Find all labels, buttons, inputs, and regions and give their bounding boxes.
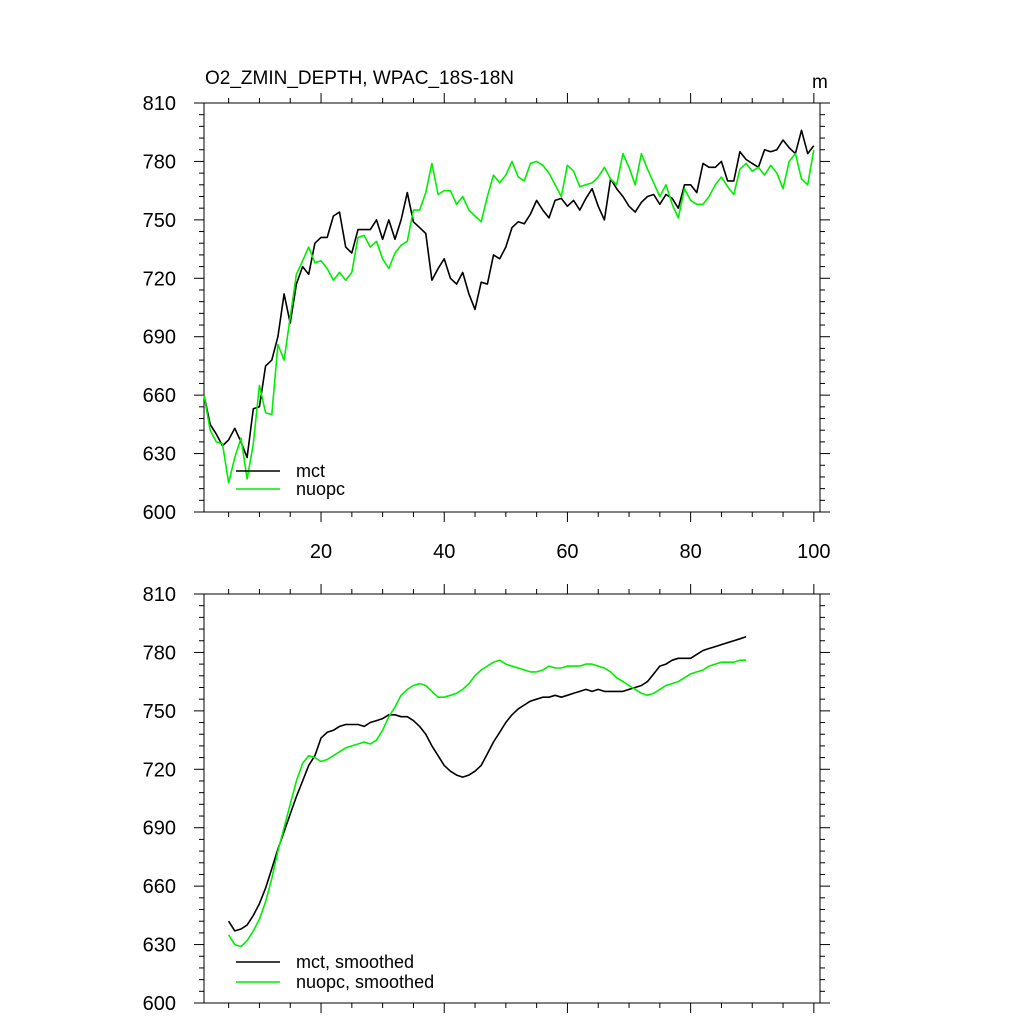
y-tick-label: 780 [143, 151, 176, 173]
y-tick-label: 660 [143, 385, 176, 407]
y-tick-label: 690 [143, 327, 176, 349]
legend-label: nuopc, smoothed [296, 972, 434, 992]
x-tick-label: 40 [433, 541, 455, 563]
y-tick-label: 630 [143, 935, 176, 957]
y-tick-label: 690 [143, 818, 176, 840]
series-line-nuopc [227, 659, 747, 948]
y-tick-label: 720 [143, 268, 176, 290]
units-label: m [812, 72, 828, 93]
legend-label: nuopc [296, 479, 345, 499]
top-panel: O2_ZMIN_DEPTH, WPAC_18S-18N m 600 630 660 6… [143, 68, 831, 563]
x-tick-label: 60 [556, 541, 578, 563]
y-tick-label: 810 [143, 93, 176, 115]
y-tick-label: 720 [143, 759, 176, 781]
y-tick-label: 600 [143, 502, 176, 524]
legend-label: mct, smoothed [296, 952, 414, 972]
x-tick-label: 100 [797, 541, 830, 563]
bottom-panel: 600 630 660 690 720 750 780 810 mct, smoothednuo… [143, 584, 830, 1015]
x-tick-label: 20 [310, 541, 332, 563]
series-line-nuopc [203, 149, 815, 484]
y-tick-label: 810 [143, 584, 176, 606]
y-tick-label: 750 [143, 701, 176, 723]
series-line-mct [227, 636, 747, 932]
plot-frame [203, 593, 821, 1004]
x-tick-label: 80 [680, 541, 702, 563]
legend-label: mct [296, 461, 325, 481]
y-tick-label: 750 [143, 210, 176, 232]
y-tick-label: 780 [143, 642, 176, 664]
y-tick-label: 660 [143, 876, 176, 898]
y-tick-label: 600 [143, 993, 176, 1015]
chart-title: O2_ZMIN_DEPTH, WPAC_18S-18N [205, 68, 514, 89]
plot-frame [203, 102, 821, 513]
y-tick-label: 630 [143, 444, 176, 466]
series-line-mct [203, 129, 815, 459]
